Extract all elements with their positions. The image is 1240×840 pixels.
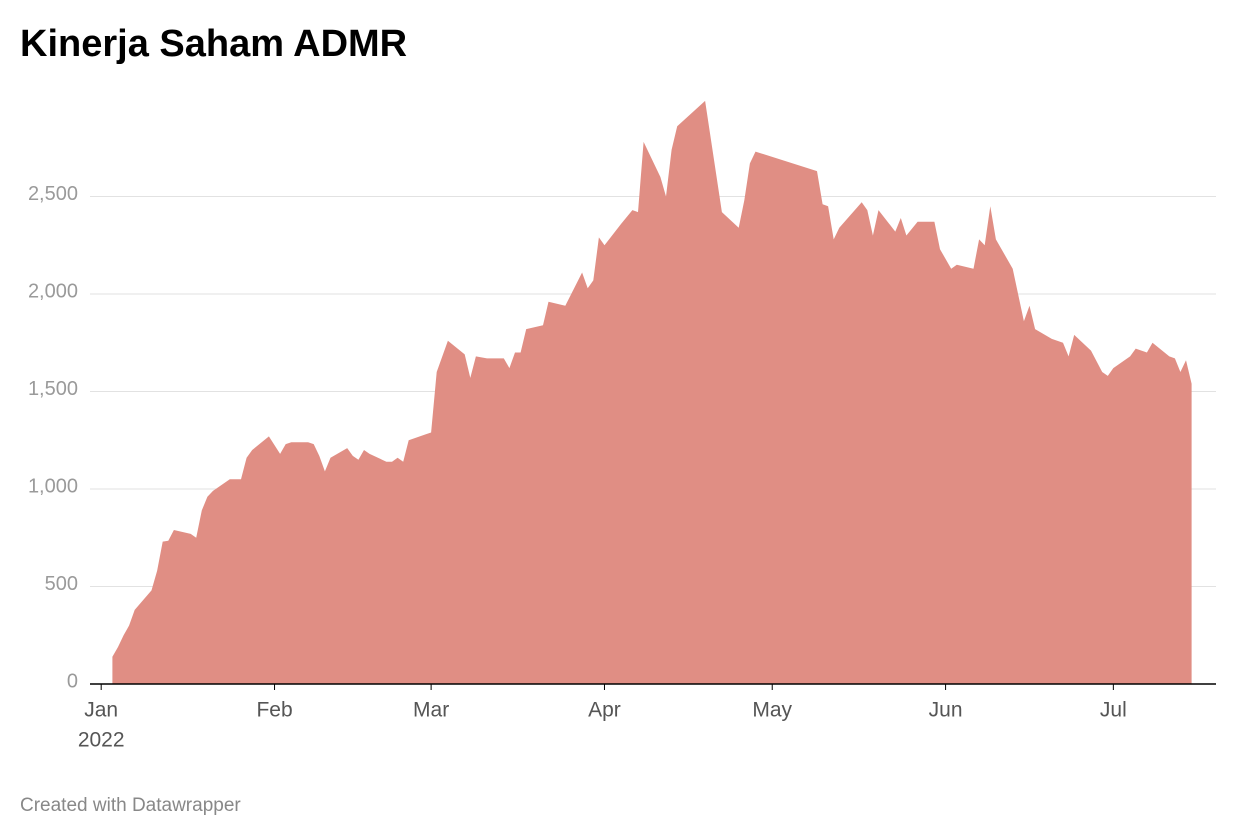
x-tick-label: Mar	[413, 699, 449, 722]
y-tick-label: 500	[45, 573, 78, 595]
y-tick-label: 1,500	[28, 378, 78, 400]
x-tick-label: Feb	[256, 699, 292, 722]
y-tick-label: 0	[67, 670, 78, 692]
x-tick-label: May	[752, 699, 792, 722]
y-tick-label: 1,000	[28, 475, 78, 497]
x-year-label: 2022	[78, 729, 125, 752]
x-tick-label: Apr	[588, 699, 621, 722]
area	[112, 100, 1192, 684]
x-tick-label: Jul	[1100, 699, 1127, 722]
x-tick-label: Jun	[929, 699, 963, 722]
chart-title: Kinerja Saham ADMR	[20, 23, 407, 65]
y-tick-label: 2,500	[28, 183, 78, 205]
x-tick-label: Jan	[84, 699, 118, 722]
y-tick-label: 2,000	[28, 280, 78, 302]
footer: Created with Datawrapper	[20, 795, 241, 816]
